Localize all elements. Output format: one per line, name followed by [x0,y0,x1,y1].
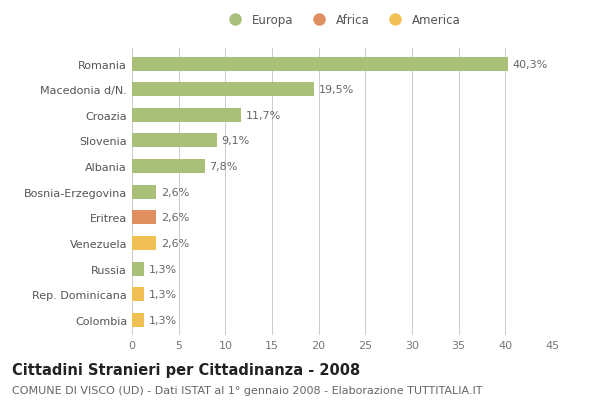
Bar [132,83,314,97]
Text: 19,5%: 19,5% [319,85,354,95]
Text: Cittadini Stranieri per Cittadinanza - 2008: Cittadini Stranieri per Cittadinanza - 2… [12,362,360,377]
Bar [132,313,144,327]
Text: 2,6%: 2,6% [161,238,189,248]
Bar [132,211,156,225]
Text: 2,6%: 2,6% [161,187,189,197]
Bar [132,288,144,301]
Bar [132,57,508,72]
Text: 1,3%: 1,3% [149,290,177,299]
Text: 9,1%: 9,1% [221,136,250,146]
Text: COMUNE DI VISCO (UD) - Dati ISTAT al 1° gennaio 2008 - Elaborazione TUTTITALIA.I: COMUNE DI VISCO (UD) - Dati ISTAT al 1° … [12,385,482,395]
Text: 11,7%: 11,7% [246,110,281,121]
Text: 7,8%: 7,8% [209,162,238,172]
Text: 1,3%: 1,3% [149,315,177,325]
Text: 1,3%: 1,3% [149,264,177,274]
Bar [132,185,156,199]
Text: 2,6%: 2,6% [161,213,189,223]
Bar [132,134,217,148]
Bar [132,262,144,276]
Legend: Europa, Africa, America: Europa, Africa, America [218,9,466,31]
Bar [132,160,205,174]
Bar [132,108,241,123]
Bar [132,236,156,250]
Text: 40,3%: 40,3% [513,59,548,70]
